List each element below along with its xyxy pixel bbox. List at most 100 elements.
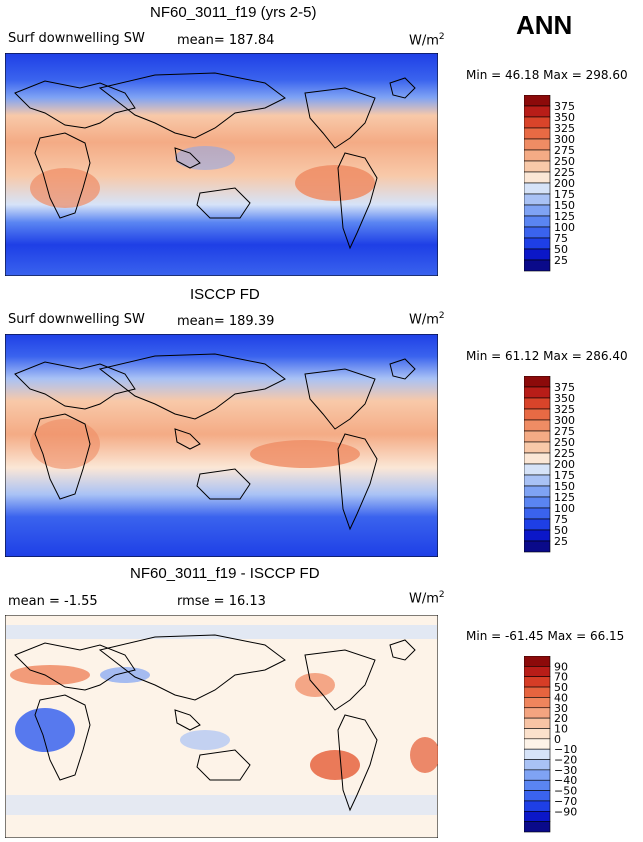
colorbar-tick-label: 10 bbox=[554, 722, 568, 735]
panel-1-colorbar: 3753503253002752502252001751501251007550… bbox=[524, 95, 575, 272]
colorbar-box bbox=[524, 529, 551, 542]
colorbar-tick-label: −70 bbox=[554, 795, 577, 808]
panel-2-variable: Surf downwelling SW bbox=[8, 312, 145, 327]
panel-2-colorbar: 3753503253002752502252001751501251007550… bbox=[524, 376, 575, 553]
colorbar-tick-label: 175 bbox=[554, 188, 575, 201]
colorbar-tick-label: 225 bbox=[554, 447, 575, 460]
colorbar-tick-label: 50 bbox=[554, 681, 568, 694]
colorbar-tick-label: 375 bbox=[554, 100, 575, 113]
colorbar-tick-label: −20 bbox=[554, 754, 577, 767]
panel-3-units: W/m2 bbox=[409, 590, 445, 607]
panel-3-title: NF60_3011_f19 - ISCCP FD bbox=[130, 565, 320, 582]
panel-1-units: W/m2 bbox=[409, 32, 445, 49]
colorbar-tick-label: 125 bbox=[554, 210, 575, 223]
coastline bbox=[174, 428, 201, 450]
colorbar-box bbox=[524, 748, 551, 760]
panel-2-mean: mean= 189.39 bbox=[177, 314, 275, 329]
colorbar-box bbox=[524, 518, 551, 531]
colorbar-tick-label: 300 bbox=[554, 133, 575, 146]
colorbar-tick-label: 75 bbox=[554, 513, 568, 526]
coastline bbox=[389, 639, 416, 661]
colorbar-tick-label: 250 bbox=[554, 155, 575, 168]
colorbar-box bbox=[524, 507, 551, 520]
colorbar-tick-label: 50 bbox=[554, 243, 568, 256]
colorbar-box bbox=[524, 376, 551, 388]
colorbar-box bbox=[524, 738, 551, 750]
panel-1-mean: mean= 187.84 bbox=[177, 33, 275, 48]
colorbar-box bbox=[524, 452, 551, 465]
colorbar-box bbox=[524, 386, 551, 399]
colorbar-box bbox=[524, 821, 551, 833]
colorbar-box bbox=[524, 408, 551, 421]
colorbar-box bbox=[524, 127, 551, 140]
colorbar-box bbox=[524, 474, 551, 487]
colorbar-tick-label: −30 bbox=[554, 764, 577, 777]
panel-3-rmse: rmse = 16.13 bbox=[177, 594, 266, 609]
coastline bbox=[98, 353, 286, 420]
colorbar-tick-label: 0 bbox=[554, 733, 561, 746]
colorbar-tick-label: 200 bbox=[554, 458, 575, 471]
colorbar-box bbox=[524, 540, 551, 553]
panel-1-variable: Surf downwelling SW bbox=[8, 31, 145, 46]
colorbar-box bbox=[524, 779, 551, 791]
coastline bbox=[14, 80, 136, 129]
colorbar-tick-label: 350 bbox=[554, 392, 575, 405]
panel-1-map bbox=[5, 53, 438, 276]
colorbar-box bbox=[524, 182, 551, 195]
coastline bbox=[174, 147, 201, 169]
colorbar-tick-label: 350 bbox=[554, 111, 575, 124]
colorbar-tick-label: 325 bbox=[554, 122, 575, 135]
colorbar-box bbox=[524, 226, 551, 239]
colorbar-tick-label: 20 bbox=[554, 712, 568, 725]
colorbar-box bbox=[524, 215, 551, 228]
colorbar-tick-label: 175 bbox=[554, 469, 575, 482]
colorbar-box bbox=[524, 116, 551, 129]
colorbar-box bbox=[524, 717, 551, 729]
panel-1-minmax: Min = 46.18 Max = 298.60 bbox=[466, 68, 628, 82]
coastline bbox=[304, 649, 376, 711]
colorbar-box bbox=[524, 419, 551, 432]
colorbar-tick-label: 375 bbox=[554, 381, 575, 394]
coastline bbox=[98, 634, 286, 701]
colorbar-box bbox=[524, 95, 551, 107]
panel-2-title: ISCCP FD bbox=[190, 286, 260, 303]
season-label: ANN bbox=[516, 10, 573, 40]
coastline bbox=[196, 749, 251, 781]
colorbar-tick-label: 300 bbox=[554, 414, 575, 427]
coastline bbox=[34, 413, 91, 500]
panel-2-minmax: Min = 61.12 Max = 286.40 bbox=[466, 349, 628, 363]
colorbar-tick-label: 125 bbox=[554, 491, 575, 504]
colorbar-box bbox=[524, 171, 551, 184]
colorbar-box bbox=[524, 430, 551, 443]
colorbar-box bbox=[524, 656, 551, 667]
colorbar-box bbox=[524, 686, 551, 698]
colorbar-tick-label: 90 bbox=[554, 660, 568, 673]
colorbar-tick-label: 275 bbox=[554, 144, 575, 157]
panel-2-map bbox=[5, 334, 438, 557]
colorbar-tick-label: 200 bbox=[554, 177, 575, 190]
colorbar-box bbox=[524, 397, 551, 410]
colorbar-box bbox=[524, 259, 551, 272]
coastline bbox=[14, 361, 136, 410]
colorbar-box bbox=[524, 463, 551, 476]
colorbar-box bbox=[524, 496, 551, 509]
colorbar-box bbox=[524, 105, 551, 118]
colorbar-box bbox=[524, 697, 551, 709]
coastline bbox=[337, 433, 378, 531]
colorbar-box bbox=[524, 248, 551, 261]
colorbar-box bbox=[524, 707, 551, 719]
colorbar-tick-label: −10 bbox=[554, 743, 577, 756]
colorbar-tick-label: 70 bbox=[554, 671, 568, 684]
coastline bbox=[98, 72, 286, 139]
colorbar-tick-label: 250 bbox=[554, 436, 575, 449]
colorbar-box bbox=[524, 790, 551, 802]
coastline bbox=[34, 694, 91, 781]
colorbar-tick-label: −90 bbox=[554, 805, 577, 818]
colorbar-tick-label: 275 bbox=[554, 425, 575, 438]
colorbar-tick-label: 325 bbox=[554, 403, 575, 416]
coastline bbox=[389, 358, 416, 380]
colorbar-tick-label: −40 bbox=[554, 774, 577, 787]
colorbar-tick-label: 25 bbox=[554, 535, 568, 548]
coastline bbox=[337, 152, 378, 250]
